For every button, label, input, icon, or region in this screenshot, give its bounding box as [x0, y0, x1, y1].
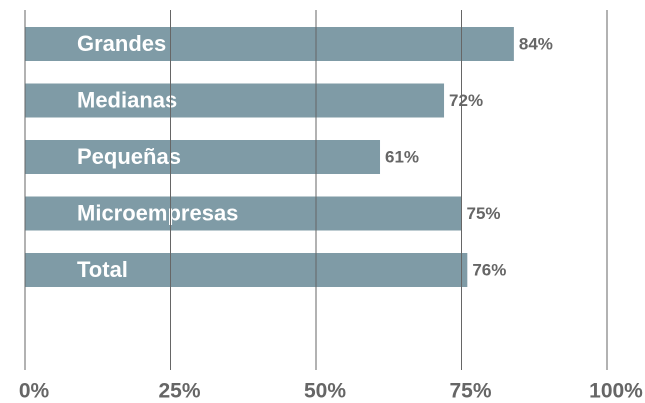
bar — [25, 196, 462, 231]
bar — [25, 253, 468, 287]
value-label: 84% — [519, 34, 553, 53]
x-tick-label: 75% — [449, 380, 491, 403]
value-label: 61% — [385, 147, 419, 166]
x-tick-label: 100% — [589, 380, 643, 403]
category-label: Grandes — [77, 31, 166, 56]
x-tick-label: 25% — [158, 380, 200, 403]
category-label: Total — [77, 257, 128, 282]
value-label: 72% — [449, 91, 483, 110]
bar — [25, 83, 445, 118]
category-label: Microempresas — [77, 200, 238, 225]
value-label: 76% — [472, 260, 506, 279]
category-label: Pequeñas — [77, 144, 181, 169]
x-tick-label: 0% — [19, 380, 50, 403]
category-label: Medianas — [77, 87, 177, 112]
bar — [25, 140, 381, 174]
x-tick-label: 50% — [304, 380, 346, 403]
value-label: 75% — [467, 204, 501, 223]
bar — [25, 27, 514, 61]
